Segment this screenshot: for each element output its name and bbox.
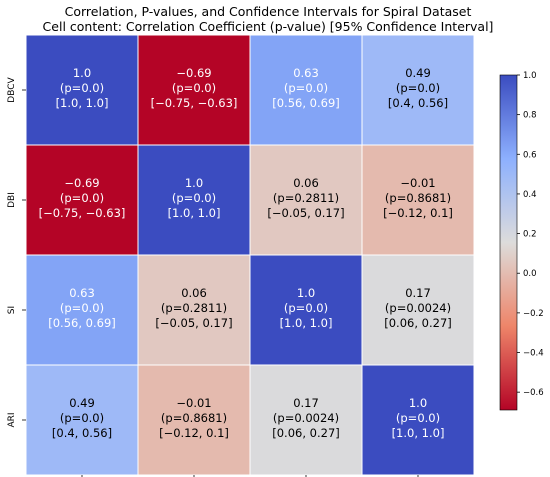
cell-correlation: −0.69 (176, 66, 211, 80)
chart-title: Correlation, P-values, and Confidence In… (65, 4, 472, 19)
heatmap-cell: −0.69(p=0.0)[−0.75, −0.63] (137, 34, 251, 146)
cell-correlation: 1.0 (185, 176, 203, 190)
cell-pvalue: (p=0.0) (60, 191, 104, 205)
cell-ci: [−0.05, 0.17] (267, 206, 344, 220)
cell-pvalue: (p=0.0) (172, 191, 216, 205)
cell-pvalue: (p=0.0) (60, 411, 104, 425)
colorbar-tick-label: −0.6 (523, 388, 544, 398)
cell-pvalue: (p=0.0) (60, 301, 104, 315)
colorbar-tick-label: 1.0 (523, 71, 537, 81)
cell-rect (361, 144, 475, 256)
cell-rect (137, 144, 251, 256)
heatmap-cell: 1.0(p=0.0)[1.0, 1.0] (361, 364, 475, 476)
cell-rect (361, 364, 475, 476)
cell-pvalue: (p=0.0) (60, 81, 104, 95)
cell-pvalue: (p=0.0) (284, 81, 328, 95)
cell-rect (137, 34, 251, 146)
y-tick-label: SI (7, 306, 17, 314)
cell-ci: [1.0, 1.0] (392, 426, 445, 440)
colorbar: 1.0 0.8 0.6 0.4 0.2 0.0 −0.2 −0.4 −0.6 (499, 71, 544, 411)
cell-correlation: 0.49 (405, 66, 431, 80)
colorbar-tick-label: 0.8 (523, 111, 537, 121)
cell-correlation: −0.69 (64, 176, 99, 190)
cell-rect (25, 144, 139, 256)
cell-pvalue: (p=0.2811) (273, 191, 339, 205)
cell-ci: [−0.75, −0.63] (39, 206, 126, 220)
cell-ci: [1.0, 1.0] (280, 316, 333, 330)
cell-correlation: −0.01 (176, 396, 211, 410)
cell-rect (249, 364, 363, 476)
cell-ci: [0.4, 0.56] (52, 426, 112, 440)
cell-rect (361, 254, 475, 366)
y-tick-label: ARI (7, 412, 17, 427)
heatmap-cell: 0.49(p=0.0)[0.4, 0.56] (25, 364, 139, 476)
colorbar-tick-label: 0.6 (523, 150, 537, 160)
colorbar-tick-label: 0.2 (523, 230, 537, 240)
cell-ci: [−0.12, 0.1] (383, 206, 453, 220)
cell-correlation: 0.06 (293, 176, 319, 190)
cell-ci: [1.0, 1.0] (56, 96, 109, 110)
heatmap-cell: 0.06(p=0.2811)[−0.05, 0.17] (137, 254, 251, 366)
cell-pvalue: (p=0.0) (396, 81, 440, 95)
cell-pvalue: (p=0.8681) (161, 411, 227, 425)
heatmap-cell: 0.49(p=0.0)[0.4, 0.56] (361, 34, 475, 146)
heatmap-cell: 1.0(p=0.0)[1.0, 1.0] (137, 144, 251, 256)
cell-correlation: 0.17 (405, 286, 431, 300)
cell-correlation: 1.0 (409, 396, 427, 410)
cell-ci: [0.56, 0.69] (48, 316, 116, 330)
cell-ci: [0.4, 0.56] (388, 96, 448, 110)
cell-correlation: 1.0 (73, 66, 91, 80)
chart-subtitle: Cell content: Correlation Coefficient (p… (43, 19, 494, 34)
cell-rect (361, 34, 475, 146)
colorbar-tick-label: 0.0 (523, 269, 537, 279)
heatmap-cell: 1.0(p=0.0)[1.0, 1.0] (249, 254, 363, 366)
cell-correlation: 0.06 (181, 286, 207, 300)
cell-correlation: 0.49 (69, 396, 95, 410)
colorbar-tick-label: −0.2 (523, 309, 544, 319)
cell-ci: [1.0, 1.0] (168, 206, 221, 220)
y-tick-label: DBI (7, 192, 17, 208)
cell-rect (137, 254, 251, 366)
cell-correlation: 0.63 (69, 286, 95, 300)
heatmap-cell: 0.63(p=0.0)[0.56, 0.69] (249, 34, 363, 146)
cell-ci: [−0.12, 0.1] (159, 426, 229, 440)
heatmap-cell: −0.69(p=0.0)[−0.75, −0.63] (25, 144, 139, 256)
heatmap-cell: −0.01(p=0.8681)[−0.12, 0.1] (137, 364, 251, 476)
heatmap-cell: 0.06(p=0.2811)[−0.05, 0.17] (249, 144, 363, 256)
y-axis-ticks: DBCV DBI SI ARI (7, 76, 26, 428)
cell-ci: [−0.75, −0.63] (151, 96, 238, 110)
cell-ci: [0.06, 0.27] (272, 426, 340, 440)
heatmap-cell: 0.63(p=0.0)[0.56, 0.69] (25, 254, 139, 366)
cell-pvalue: (p=0.0) (396, 411, 440, 425)
cell-correlation: 0.17 (293, 396, 319, 410)
cell-rect (137, 364, 251, 476)
cell-rect (249, 34, 363, 146)
heatmap-cell: 1.0(p=0.0)[1.0, 1.0] (25, 34, 139, 146)
cell-ci: [0.06, 0.27] (384, 316, 452, 330)
cell-rect (25, 34, 139, 146)
cell-correlation: 0.63 (293, 66, 319, 80)
cell-pvalue: (p=0.0024) (385, 301, 451, 315)
cell-correlation: −0.01 (400, 176, 435, 190)
colorbar-gradient (499, 74, 518, 411)
heatmap-cell: 0.17(p=0.0024)[0.06, 0.27] (249, 364, 363, 476)
cell-pvalue: (p=0.0) (284, 301, 328, 315)
heatmap-cell: −0.01(p=0.8681)[−0.12, 0.1] (361, 144, 475, 256)
cell-ci: [0.56, 0.69] (272, 96, 340, 110)
cell-pvalue: (p=0.0024) (273, 411, 339, 425)
colorbar-tick-label: −0.4 (523, 349, 544, 359)
heatmap-cell: 0.17(p=0.0024)[0.06, 0.27] (361, 254, 475, 366)
y-tick-label: DBCV (7, 76, 17, 102)
cell-correlation: 1.0 (297, 286, 315, 300)
cell-rect (25, 364, 139, 476)
cell-pvalue: (p=0.0) (172, 81, 216, 95)
heatmap-cells: 1.0(p=0.0)[1.0, 1.0]−0.69(p=0.0)[−0.75, … (25, 34, 475, 476)
colorbar-tick-label: 0.4 (523, 190, 537, 200)
cell-pvalue: (p=0.2811) (161, 301, 227, 315)
cell-ci: [−0.05, 0.17] (155, 316, 232, 330)
cell-pvalue: (p=0.8681) (385, 191, 451, 205)
